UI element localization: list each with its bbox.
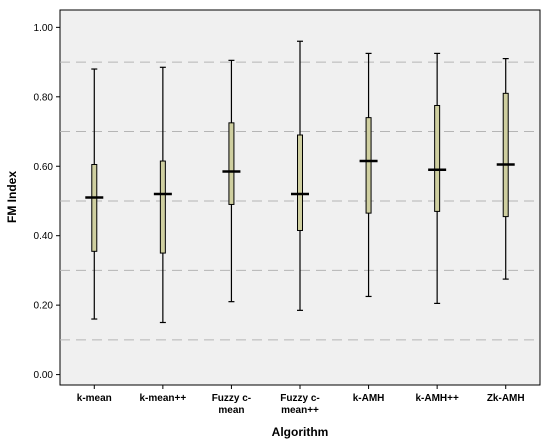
y-axis-ticks: 0.00 0.20 0.40 0.60 0.80 1.00 [34, 23, 60, 381]
box-group [291, 40, 309, 311]
y-tick-label: 0.80 [34, 92, 54, 103]
iqr-box [434, 104, 441, 212]
x-tick-label: k-AMH [353, 393, 385, 404]
box-group [496, 58, 515, 280]
y-tick-label: 0.20 [34, 301, 54, 312]
box-group [153, 66, 172, 324]
x-tick-label: Zk-AMH [487, 393, 525, 404]
x-tick-label: Fuzzy c- [212, 393, 251, 404]
box-group [428, 52, 447, 305]
y-tick-label: 0.00 [34, 370, 54, 381]
box-group [222, 59, 241, 303]
y-tick-label: 0.60 [34, 162, 54, 173]
y-tick-label: 1.00 [34, 23, 54, 34]
x-tick-label: k-AMH++ [415, 393, 459, 404]
iqr-box [159, 160, 166, 254]
x-axis-title: Algorithm [272, 425, 329, 439]
x-tick-label: mean++ [281, 405, 319, 416]
box-group [85, 68, 104, 320]
iqr-box [365, 117, 372, 214]
y-tick-label: 0.40 [34, 231, 54, 242]
iqr-box [228, 122, 235, 205]
x-tick-label: k-mean++ [140, 393, 187, 404]
box-group [359, 52, 378, 298]
iqr-box [91, 164, 98, 252]
boxes [85, 40, 515, 324]
y-axis-title: FM Index [5, 171, 19, 223]
iqr-box [502, 92, 509, 218]
x-tick-label: Fuzzy c- [280, 393, 319, 404]
x-tick-label: mean [218, 405, 244, 416]
x-tick-label: k-mean [77, 393, 112, 404]
iqr-box [297, 134, 303, 231]
